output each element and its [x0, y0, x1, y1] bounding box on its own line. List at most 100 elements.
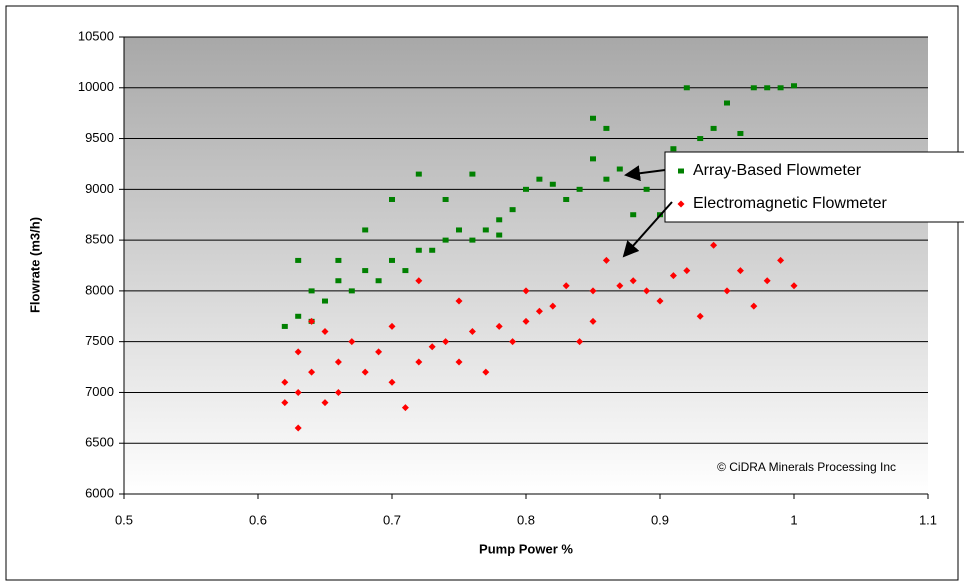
point	[308, 288, 315, 294]
point	[736, 267, 744, 275]
point	[321, 328, 329, 336]
point	[616, 166, 623, 172]
point	[415, 277, 423, 285]
x-tick-label: 0.8	[517, 512, 535, 527]
point	[696, 312, 704, 320]
y-tick-label: 7000	[85, 384, 114, 399]
y-tick-label: 6000	[85, 485, 114, 500]
y-tick-label: 10000	[78, 79, 114, 94]
point	[723, 287, 731, 295]
y-tick-label: 10500	[78, 28, 114, 43]
y-tick-label: 6500	[85, 435, 114, 450]
point	[389, 196, 395, 202]
point	[589, 287, 597, 295]
point	[683, 267, 691, 275]
point	[389, 257, 395, 263]
point	[590, 156, 596, 162]
point	[375, 348, 383, 356]
point	[683, 85, 690, 91]
point	[509, 338, 517, 346]
y-tick-label: 8000	[85, 282, 114, 297]
point	[563, 196, 570, 202]
legend-marker	[677, 200, 685, 208]
y-tick-label: 9000	[85, 181, 114, 196]
point	[308, 317, 316, 325]
point	[535, 307, 543, 315]
point	[482, 368, 490, 376]
point	[456, 227, 462, 233]
point	[334, 388, 342, 396]
point	[294, 424, 302, 432]
point	[362, 268, 369, 274]
point	[737, 130, 744, 136]
point	[442, 237, 449, 243]
y-tick-label: 9500	[85, 130, 114, 145]
point	[348, 338, 356, 346]
point	[669, 272, 677, 280]
point	[281, 323, 288, 329]
legend-label: Electromagnetic Flowmeter	[693, 195, 888, 212]
point	[616, 282, 624, 290]
point	[335, 257, 342, 263]
point	[415, 171, 422, 177]
point	[308, 368, 316, 376]
x-tick-label: 0.6	[249, 512, 267, 527]
point	[415, 358, 423, 366]
point	[656, 297, 664, 305]
point	[322, 298, 328, 304]
point	[295, 313, 302, 319]
point	[629, 277, 637, 285]
point	[401, 404, 409, 412]
point	[388, 378, 396, 386]
point	[763, 277, 771, 285]
point	[509, 207, 516, 213]
annotation: © CiDRA Minerals Processing Inc	[717, 460, 896, 474]
point	[791, 83, 797, 89]
y-axis-title: Flowrate (m3/h)	[27, 217, 42, 313]
point	[602, 256, 610, 264]
point	[295, 257, 302, 263]
point	[469, 171, 476, 177]
point	[750, 85, 757, 91]
point	[590, 115, 596, 121]
point	[764, 85, 771, 91]
point	[589, 317, 597, 325]
point	[549, 181, 556, 187]
x-tick-label: 0.5	[115, 512, 133, 527]
point	[362, 227, 369, 233]
point	[603, 176, 610, 182]
point	[455, 358, 463, 366]
point	[630, 212, 637, 218]
point	[643, 287, 651, 295]
legend-box	[664, 151, 964, 223]
point	[777, 256, 785, 264]
point	[496, 232, 503, 238]
legend-marker	[678, 168, 684, 174]
point	[724, 100, 730, 106]
x-axis-title: Pump Power %	[479, 541, 573, 556]
point	[388, 322, 396, 330]
point	[402, 268, 409, 274]
x-tick-label: 0.9	[651, 512, 669, 527]
x-tick-label: 1.1	[919, 512, 937, 527]
point	[361, 368, 369, 376]
point	[603, 125, 610, 131]
point	[576, 186, 583, 192]
point	[469, 237, 476, 243]
point	[294, 348, 302, 356]
point	[428, 343, 436, 351]
legend-label: Array-Based Flowmeter	[693, 162, 862, 179]
point	[643, 186, 650, 192]
point	[710, 241, 718, 249]
point	[415, 247, 422, 253]
point	[468, 328, 476, 336]
point	[670, 146, 677, 152]
point	[335, 278, 342, 284]
x-tick-label: 0.7	[383, 512, 401, 527]
point	[482, 227, 489, 233]
point	[455, 297, 463, 305]
point	[442, 196, 449, 202]
point	[710, 125, 717, 131]
